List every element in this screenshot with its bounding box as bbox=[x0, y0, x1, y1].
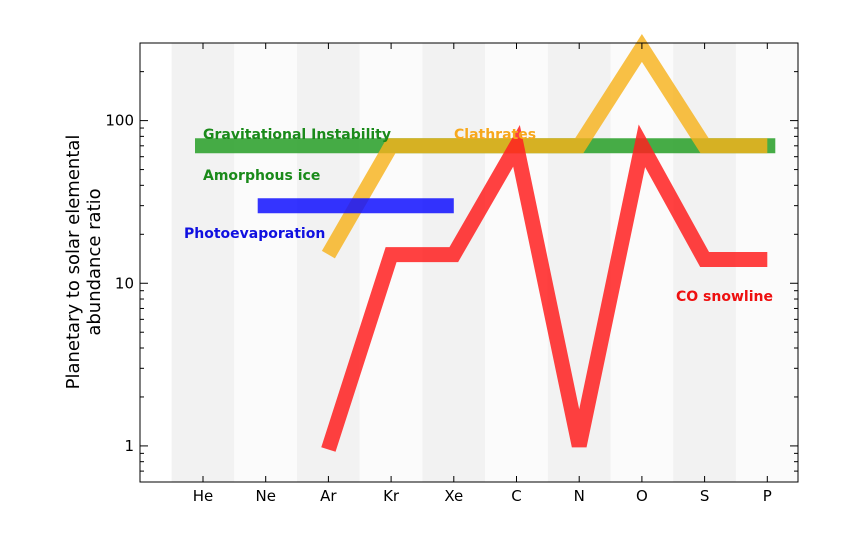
band-ne bbox=[234, 43, 298, 482]
band-ar bbox=[297, 43, 360, 482]
x-tick-label: O bbox=[636, 487, 648, 505]
series-co-snowline bbox=[321, 124, 768, 452]
y-tick-label: 1 bbox=[124, 437, 134, 455]
y-tick-label: 10 bbox=[115, 274, 134, 292]
annotation-photoevaporation: Photoevaporation bbox=[184, 226, 325, 242]
x-tick-label: P bbox=[763, 487, 772, 505]
annotation-group: Gravitational Instability Amorphous ice Cl… bbox=[184, 127, 773, 305]
band-xe bbox=[422, 43, 486, 482]
band-he bbox=[171, 43, 235, 482]
y-axis-title-line: Planetary to solar elemental bbox=[63, 135, 84, 390]
x-tick-label: Kr bbox=[383, 487, 400, 505]
x-tick-label: Ar bbox=[320, 487, 337, 505]
x-tick-label: S bbox=[700, 487, 710, 505]
x-tick-label: C bbox=[511, 487, 521, 505]
annotation-amorphous-ice: Amorphous ice bbox=[203, 168, 320, 184]
y-tick-label: 100 bbox=[105, 112, 134, 130]
y-axis-title: Planetary to solar elementalabundance ra… bbox=[63, 135, 105, 390]
x-tick-label: Xe bbox=[444, 487, 463, 505]
annotation-co-snowline: CO snowline bbox=[676, 289, 773, 305]
annotation-gravitational-instability: Gravitational Instability bbox=[203, 127, 391, 143]
x-tick-label: Ne bbox=[255, 487, 275, 505]
series-clathrates bbox=[321, 33, 768, 259]
plot-frame bbox=[139, 42, 799, 483]
x-tick-label: N bbox=[574, 487, 585, 505]
annotation-clathrates: Clathrates bbox=[454, 127, 536, 143]
y-axis-title-line: abundance ratio bbox=[84, 188, 105, 335]
tick-group: He Ne Ar Kr Xe C N O S P 1 10 100 bbox=[105, 42, 798, 505]
x-tick-label: He bbox=[193, 487, 214, 505]
series-group bbox=[195, 33, 776, 452]
